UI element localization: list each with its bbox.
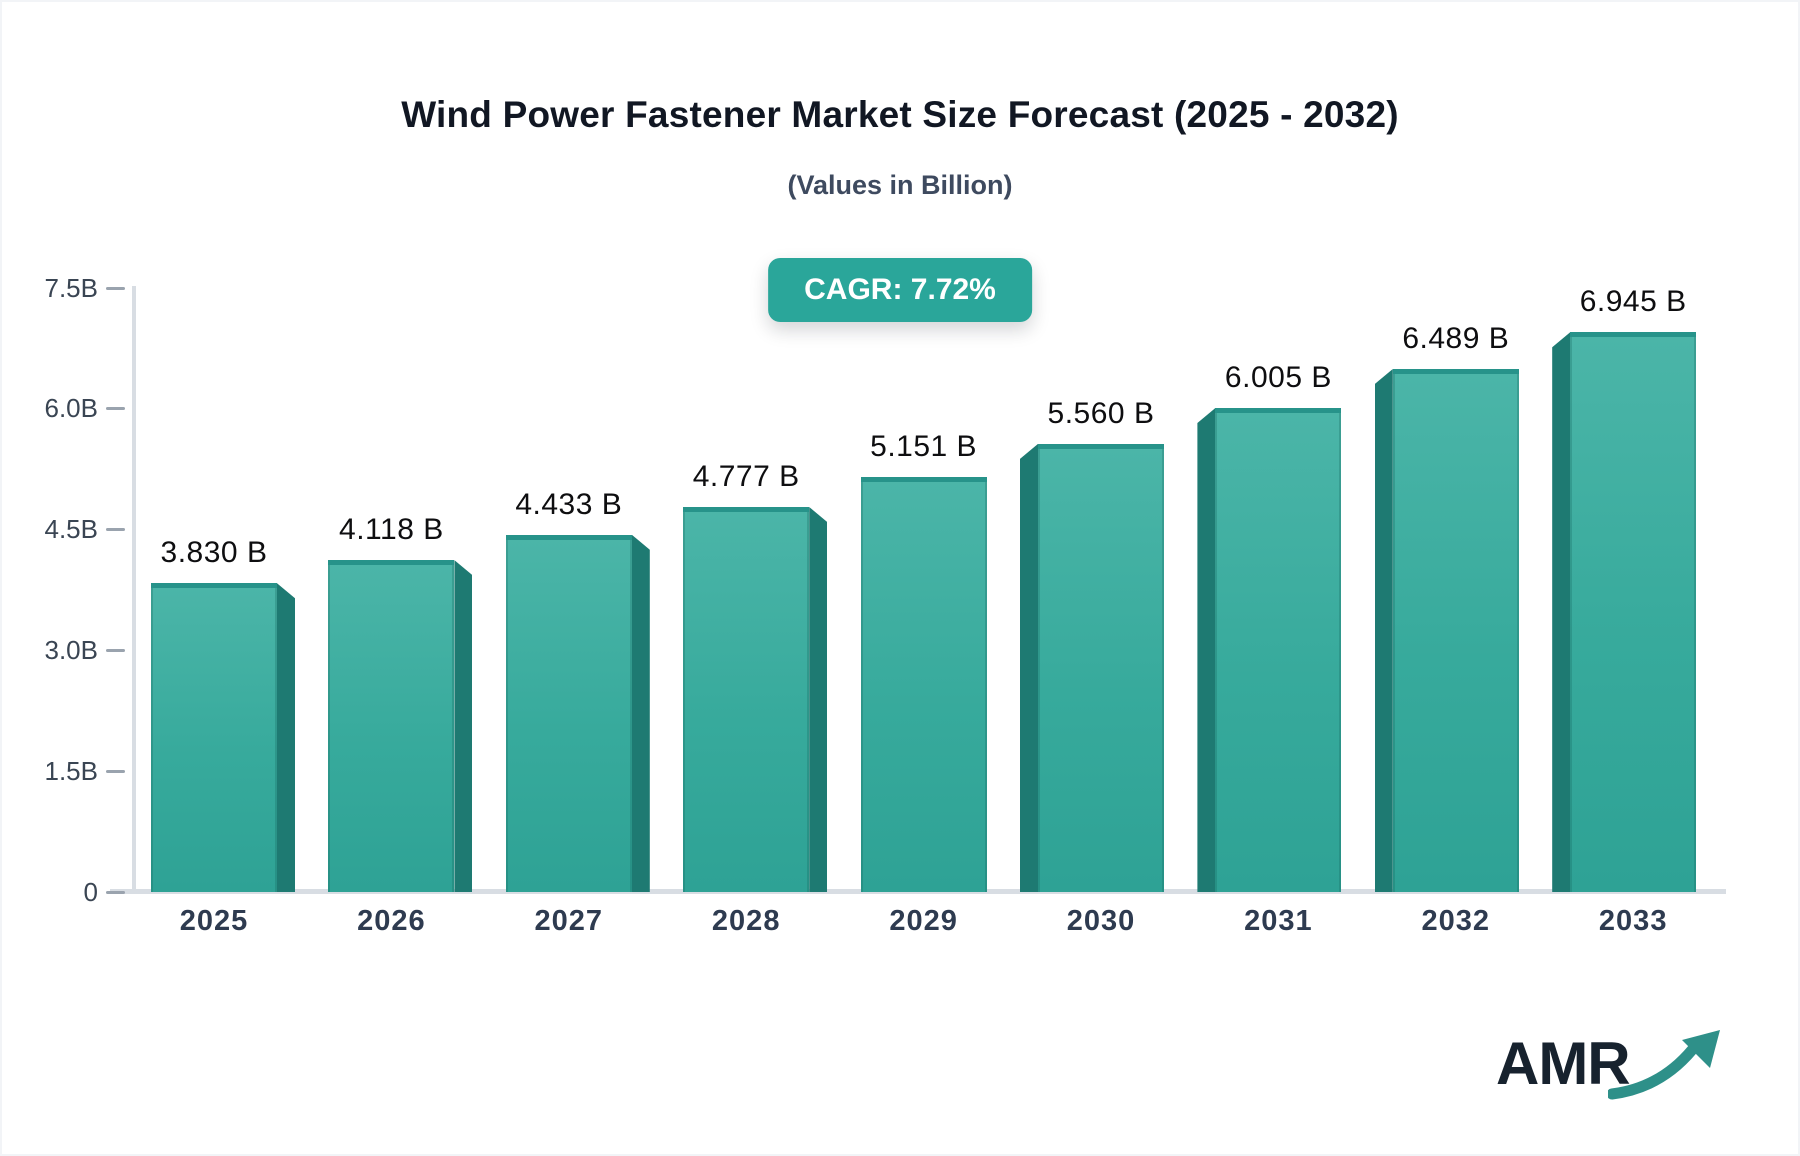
x-tick-label-2030: 2030 <box>1066 905 1136 937</box>
y-tick-mark <box>106 407 125 411</box>
y-tick-label-3.0B: 3.0B <box>44 635 99 666</box>
x-tick-label-2032: 2032 <box>1421 905 1491 937</box>
bar-value-label-2029: 5.151 B <box>870 429 978 463</box>
y-tick-label-6.0B: 6.0B <box>44 393 99 424</box>
bar-value-label-2031: 6.005 B <box>1224 360 1332 394</box>
bar-value-label-2025: 3.830 B <box>160 536 268 570</box>
bar-side-face-2033 <box>1552 332 1571 892</box>
bar-side-face-2025 <box>277 583 295 892</box>
bar-2027 <box>505 534 632 892</box>
y-tick-label-0: 0 <box>83 877 98 907</box>
bar-side-face-2026 <box>454 560 473 892</box>
y-axis-line <box>132 286 136 892</box>
y-tick-mark <box>106 891 125 894</box>
bar-value-label-2032: 6.489 B <box>1402 321 1510 355</box>
y-tick-mark <box>106 286 125 290</box>
bar-2033 <box>1570 332 1697 892</box>
growth-arrow-icon <box>1608 1030 1720 1100</box>
bar-2025 <box>151 583 277 892</box>
bar-value-label-2026: 4.118 B <box>339 513 444 547</box>
bar-2028 <box>683 506 810 892</box>
cagr-badge: CAGR: 7.72% <box>768 258 1032 322</box>
bar-value-label-2030: 5.560 B <box>1047 396 1155 430</box>
bar-2030 <box>1038 443 1164 892</box>
bar-side-face-2030 <box>1020 443 1038 892</box>
amr-logo-text: AMR <box>1496 1030 1631 1097</box>
bar-value-label-2033: 6.945 B <box>1579 285 1687 319</box>
bar-value-label-2028: 4.777 B <box>692 459 800 493</box>
chart-title: Wind Power Fastener Market Size Forecast… <box>401 94 1399 135</box>
bar-2031 <box>1215 407 1342 892</box>
y-tick-mark <box>106 649 125 653</box>
bar-side-face-2032 <box>1374 368 1393 892</box>
bar-side-face-2028 <box>809 506 828 892</box>
y-tick-mark <box>106 770 125 774</box>
y-tick-mark <box>106 528 125 532</box>
x-tick-label-2031: 2031 <box>1244 905 1313 937</box>
x-tick-label-2027: 2027 <box>534 905 604 937</box>
y-tick-label-4.5B: 4.5B <box>44 514 99 545</box>
y-tick-label-1.5B: 1.5B <box>44 756 99 787</box>
bar-side-face-2027 <box>631 534 650 892</box>
chart-subtitle: (Values in Billion) <box>787 170 1013 200</box>
x-tick-label-2025: 2025 <box>179 905 249 937</box>
x-tick-label-2029: 2029 <box>889 905 958 937</box>
bar-2026 <box>328 560 455 892</box>
x-tick-label-2028: 2028 <box>711 905 781 937</box>
bar-2029 <box>860 476 987 892</box>
x-tick-label-2033: 2033 <box>1598 905 1668 937</box>
amr-logo: AMR <box>1496 1026 1726 1106</box>
x-tick-label-2026: 2026 <box>357 905 426 937</box>
bar-side-face-2031 <box>1197 407 1216 892</box>
bar-value-label-2027: 4.433 B <box>515 487 623 521</box>
y-tick-label-7.5B: 7.5B <box>44 272 99 303</box>
bar-2032 <box>1392 368 1519 892</box>
